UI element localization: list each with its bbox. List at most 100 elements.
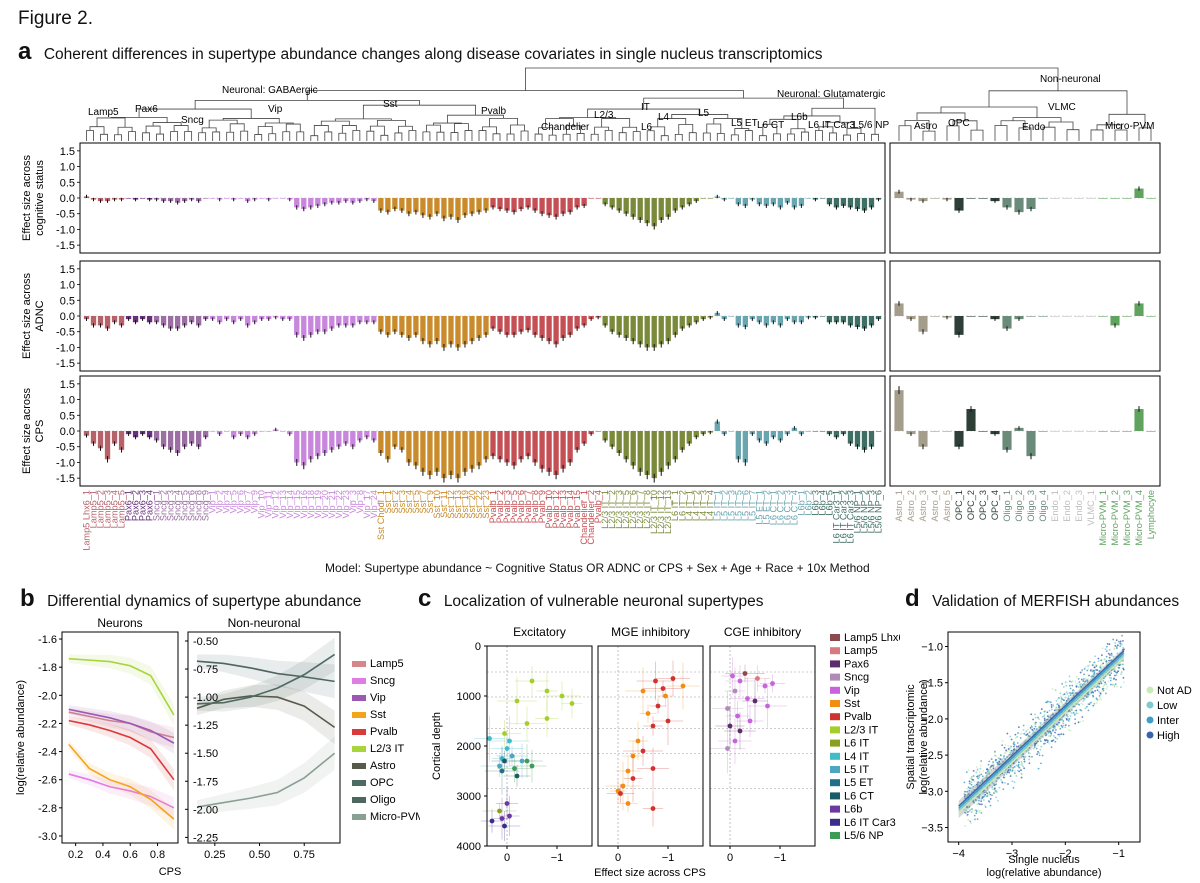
data-point — [997, 799, 999, 802]
supertype-label: OPC_4 — [990, 490, 1000, 520]
data-point — [1101, 690, 1104, 693]
dendrogram-branch — [730, 134, 739, 141]
effect-bar — [1002, 431, 1012, 450]
confidence-band — [68, 740, 174, 830]
effect-bar — [448, 431, 454, 475]
dendrogram-branch — [212, 131, 221, 141]
y-tick-label: -1.25 — [193, 720, 218, 732]
dendrogram-label: L6 — [641, 122, 653, 133]
row-label: Effect size acrossADNC — [21, 273, 46, 359]
scatter-point — [544, 688, 550, 694]
supertype-label: L2/3 IT_6 — [628, 490, 638, 529]
supertype-label: Vip_23 — [341, 490, 351, 518]
data-point — [1022, 729, 1025, 731]
y-tick-label: -0.5 — [56, 327, 75, 339]
legend-label: L4 IT — [844, 751, 869, 763]
data-point — [1080, 709, 1083, 712]
effect-bar — [132, 431, 139, 438]
scatter-point — [569, 701, 575, 706]
effect-bar — [1026, 431, 1036, 457]
effect-bar — [406, 198, 412, 214]
x-tick-label: 0.25 — [204, 849, 225, 861]
data-point — [1100, 682, 1103, 685]
data-point — [1034, 713, 1036, 716]
effect-bar — [322, 198, 328, 205]
panel-d-header: d Validation of MERFISH abundances — [905, 585, 1179, 613]
effect-bar — [770, 316, 777, 323]
data-point — [978, 811, 981, 813]
data-point — [1033, 744, 1036, 747]
data-point — [1057, 721, 1060, 724]
data-point — [1117, 670, 1119, 673]
legend-label: L6 IT Car3 — [844, 817, 896, 829]
row-label-line: Effect size across — [21, 273, 33, 359]
confidence-band — [68, 654, 174, 726]
data-point — [966, 787, 968, 790]
supertype-label: Micro-PVM_3 — [1122, 490, 1132, 546]
effect-bar — [728, 431, 734, 432]
data-point — [1092, 674, 1095, 676]
dendrogram-branch — [1114, 129, 1128, 141]
row-label-line: ADNC — [34, 300, 46, 331]
dendrogram-branch — [829, 132, 837, 141]
data-point — [1009, 769, 1011, 772]
effect-bar — [385, 431, 391, 460]
row-label-line: cognitive status — [34, 160, 46, 236]
dendrogram-branch — [594, 126, 610, 135]
y-axis-label-2: log(relative abundance) — [918, 680, 930, 795]
effect-bar — [894, 390, 904, 431]
data-point — [1020, 757, 1023, 759]
data-point — [999, 754, 1002, 756]
supertype-labels: Lamp5 Lhx6_1Lamp5_1Lamp5_2Lamp5_3Lamp5_4… — [82, 490, 1156, 551]
dendrogram-branch — [545, 118, 575, 128]
data-point — [1086, 694, 1088, 697]
effect-bar — [301, 431, 307, 466]
data-point — [1092, 691, 1095, 694]
dendrogram-branch — [904, 120, 930, 132]
effect-bar — [602, 198, 608, 205]
data-point — [1016, 769, 1019, 772]
dendrogram-branch — [922, 130, 936, 141]
supertype-label: Sncg_1 — [152, 490, 162, 521]
data-point — [1041, 736, 1044, 738]
effect-bar — [784, 198, 791, 203]
data-point — [1093, 666, 1096, 669]
legend-swatch — [352, 780, 366, 786]
data-point — [1059, 692, 1062, 695]
data-point — [1031, 726, 1034, 729]
scatter-point — [660, 686, 666, 691]
legend-swatch — [352, 814, 366, 820]
data-point — [1023, 760, 1026, 763]
effect-bar — [693, 316, 699, 323]
dendrogram-branch — [650, 126, 666, 136]
effect-bar — [231, 316, 237, 323]
dendrogram-label: OPC — [948, 118, 970, 129]
data-point — [1045, 734, 1047, 737]
effect-bar — [518, 431, 524, 460]
dendrogram-branch — [857, 133, 865, 141]
data-point — [1073, 713, 1076, 716]
data-point — [1121, 648, 1124, 651]
supertype-label: Lamp5_3 — [103, 490, 113, 528]
data-point — [1048, 742, 1051, 745]
effect-bar — [160, 431, 167, 447]
data-point — [998, 760, 1001, 763]
scatter-point — [665, 718, 671, 724]
legend-marker — [1146, 716, 1154, 724]
data-point — [1106, 685, 1109, 688]
dendrogram-branch — [170, 131, 179, 141]
dendrogram-branch — [1138, 127, 1152, 141]
scatter-point — [765, 703, 770, 709]
data-point — [1075, 685, 1078, 688]
effect-bar — [595, 431, 601, 432]
data-point — [989, 804, 992, 807]
effect-bar — [266, 431, 272, 432]
data-point — [990, 758, 993, 760]
effect-bar — [609, 316, 615, 332]
legend-label: Lamp5 — [844, 645, 878, 657]
dendrogram-label: Chandelier — [541, 122, 590, 133]
data-point — [1094, 690, 1097, 692]
data-point — [1114, 674, 1116, 677]
effect-bar — [567, 198, 573, 213]
legend-label: Pvalb — [844, 711, 872, 723]
